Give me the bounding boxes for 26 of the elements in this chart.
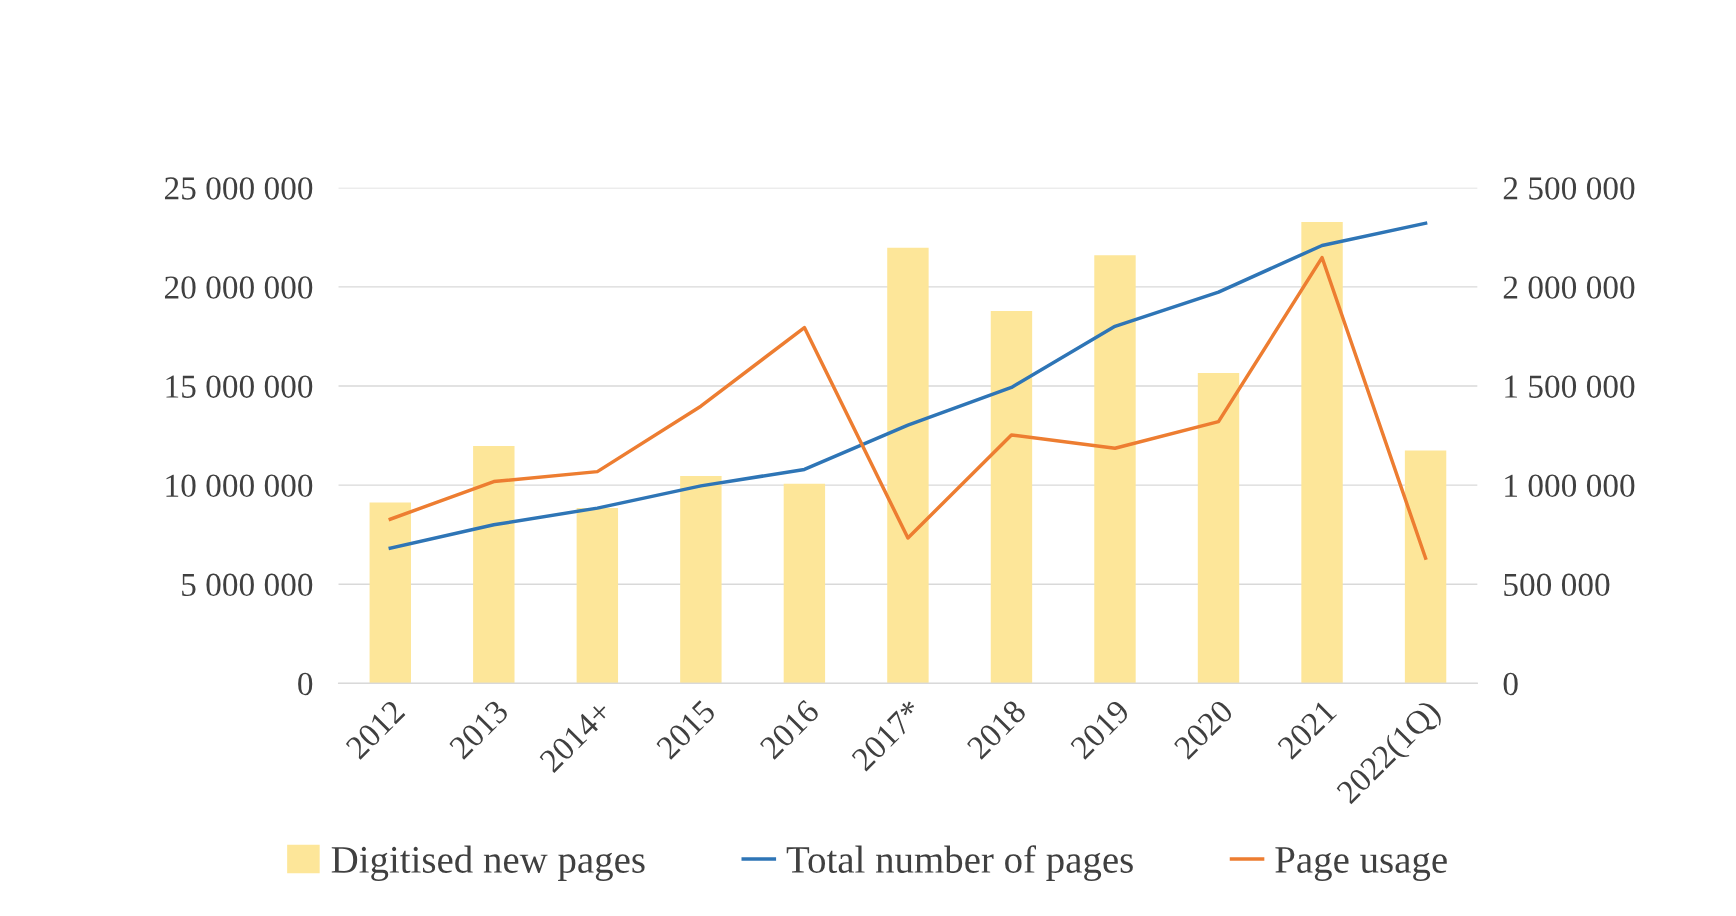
- y-tick-label: 20 000 000: [164, 276, 313, 299]
- y-tick-label: 5 000 000: [182, 573, 313, 597]
- bar: [473, 446, 515, 684]
- bar: [1197, 372, 1240, 684]
- y-tick-label: 10 000 000: [166, 474, 313, 498]
- legend-label: Total number of pages: [786, 845, 1133, 881]
- y2-tick-label: 2 000 000: [1503, 276, 1635, 299]
- y2-tick-label: 0: [1503, 672, 1518, 696]
- bar: [1094, 255, 1136, 684]
- bar: [783, 483, 826, 684]
- bar: [680, 476, 722, 684]
- y-tick-label: 15 000 000: [166, 375, 313, 398]
- legend-label: Page usage: [1275, 847, 1447, 881]
- bar: [576, 508, 619, 684]
- bar: [1404, 450, 1447, 684]
- bar: [990, 310, 1033, 684]
- y-tick-label: 0: [298, 672, 313, 696]
- y2-tick-label: 2 500 000: [1503, 177, 1635, 200]
- y2-tick-label: 1 000 000: [1505, 474, 1635, 498]
- bar: [1301, 222, 1343, 684]
- bar: [369, 502, 411, 684]
- legend-label: Digitised new pages: [331, 845, 645, 881]
- bar: [887, 247, 929, 684]
- y2-tick-label: 500 000: [1504, 573, 1610, 597]
- y-tick-label: 25 000 000: [164, 177, 313, 200]
- y2-tick-label: 1 500 000: [1505, 375, 1635, 398]
